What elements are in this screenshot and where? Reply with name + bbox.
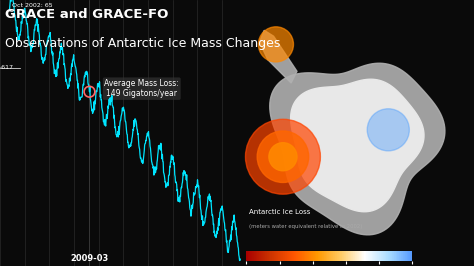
- Circle shape: [257, 131, 309, 182]
- Text: -617: -617: [0, 65, 14, 70]
- Circle shape: [367, 109, 410, 151]
- Text: (meters water equivalent relative to 2002): (meters water equivalent relative to 200…: [249, 224, 362, 229]
- Polygon shape: [270, 63, 445, 235]
- Polygon shape: [291, 79, 424, 212]
- Text: GRACE and GRACE-FO: GRACE and GRACE-FO: [5, 8, 168, 21]
- Circle shape: [269, 143, 297, 171]
- Circle shape: [258, 27, 293, 62]
- Text: Antarctic Ice Loss: Antarctic Ice Loss: [249, 209, 310, 215]
- Polygon shape: [260, 30, 297, 83]
- Point: [86, 90, 93, 94]
- Text: Average Mass Loss:
149 Gigatons/year: Average Mass Loss: 149 Gigatons/year: [104, 79, 179, 98]
- Text: Oct 2002: 65: Oct 2002: 65: [9, 3, 53, 12]
- Text: 2009-03: 2009-03: [70, 253, 109, 263]
- Circle shape: [246, 119, 320, 194]
- Text: Observations of Antarctic Ice Mass Changes: Observations of Antarctic Ice Mass Chang…: [5, 37, 280, 50]
